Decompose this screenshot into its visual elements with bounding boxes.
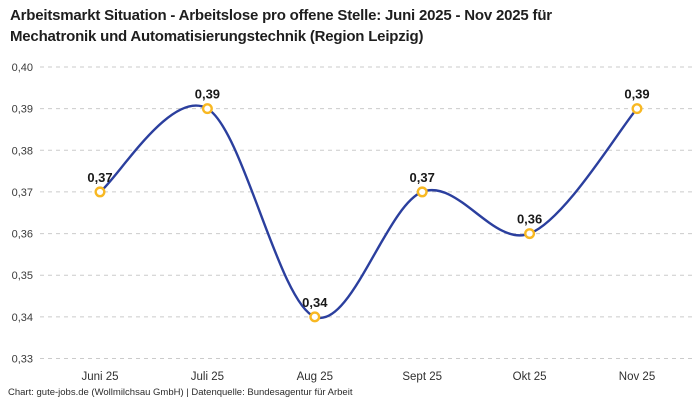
x-tick-label: Okt 25 [513,371,547,383]
data-point-marker [94,186,106,198]
data-point-label: 0,34 [302,295,328,310]
data-point-label: 0,36 [517,212,542,227]
data-point-marker [631,103,643,115]
data-point-label: 0,37 [410,170,435,185]
data-point-marker [201,103,213,115]
y-tick-label: 0,36 [12,229,33,241]
data-point-label: 0,39 [624,87,649,102]
data-point-marker [309,311,321,323]
chart-title-line-2: Mechatronik und Automatisierungstechnik … [10,28,424,45]
x-tick-label: Nov 25 [619,371,655,383]
data-point-label: 0,39 [195,87,220,102]
data-point-marker [416,186,428,198]
x-tick-label: Sept 25 [402,371,442,383]
y-tick-label: 0,35 [12,270,33,282]
data-line [99,104,638,320]
data-point-label: 0,37 [87,170,112,185]
chart-footer: Chart: gute-jobs.de (Wollmilchsau GmbH) … [8,387,353,398]
y-tick-label: 0,34 [12,312,33,324]
x-tick-label: Juli 25 [191,371,224,383]
y-tick-label: 0,38 [12,145,33,157]
y-tick-label: 0,40 [12,62,33,74]
y-tick-label: 0,37 [12,187,33,199]
y-tick-label: 0,39 [12,104,33,116]
data-point-marker [524,228,536,240]
x-tick-label: Aug 25 [297,371,333,383]
chart-title-line-1: Arbeitsmarkt Situation - Arbeitslose pro… [10,7,552,24]
chart-title: Arbeitsmarkt Situation - Arbeitslose pro… [10,5,686,47]
x-tick-label: Juni 25 [81,371,118,383]
y-tick-label: 0,33 [12,354,33,366]
